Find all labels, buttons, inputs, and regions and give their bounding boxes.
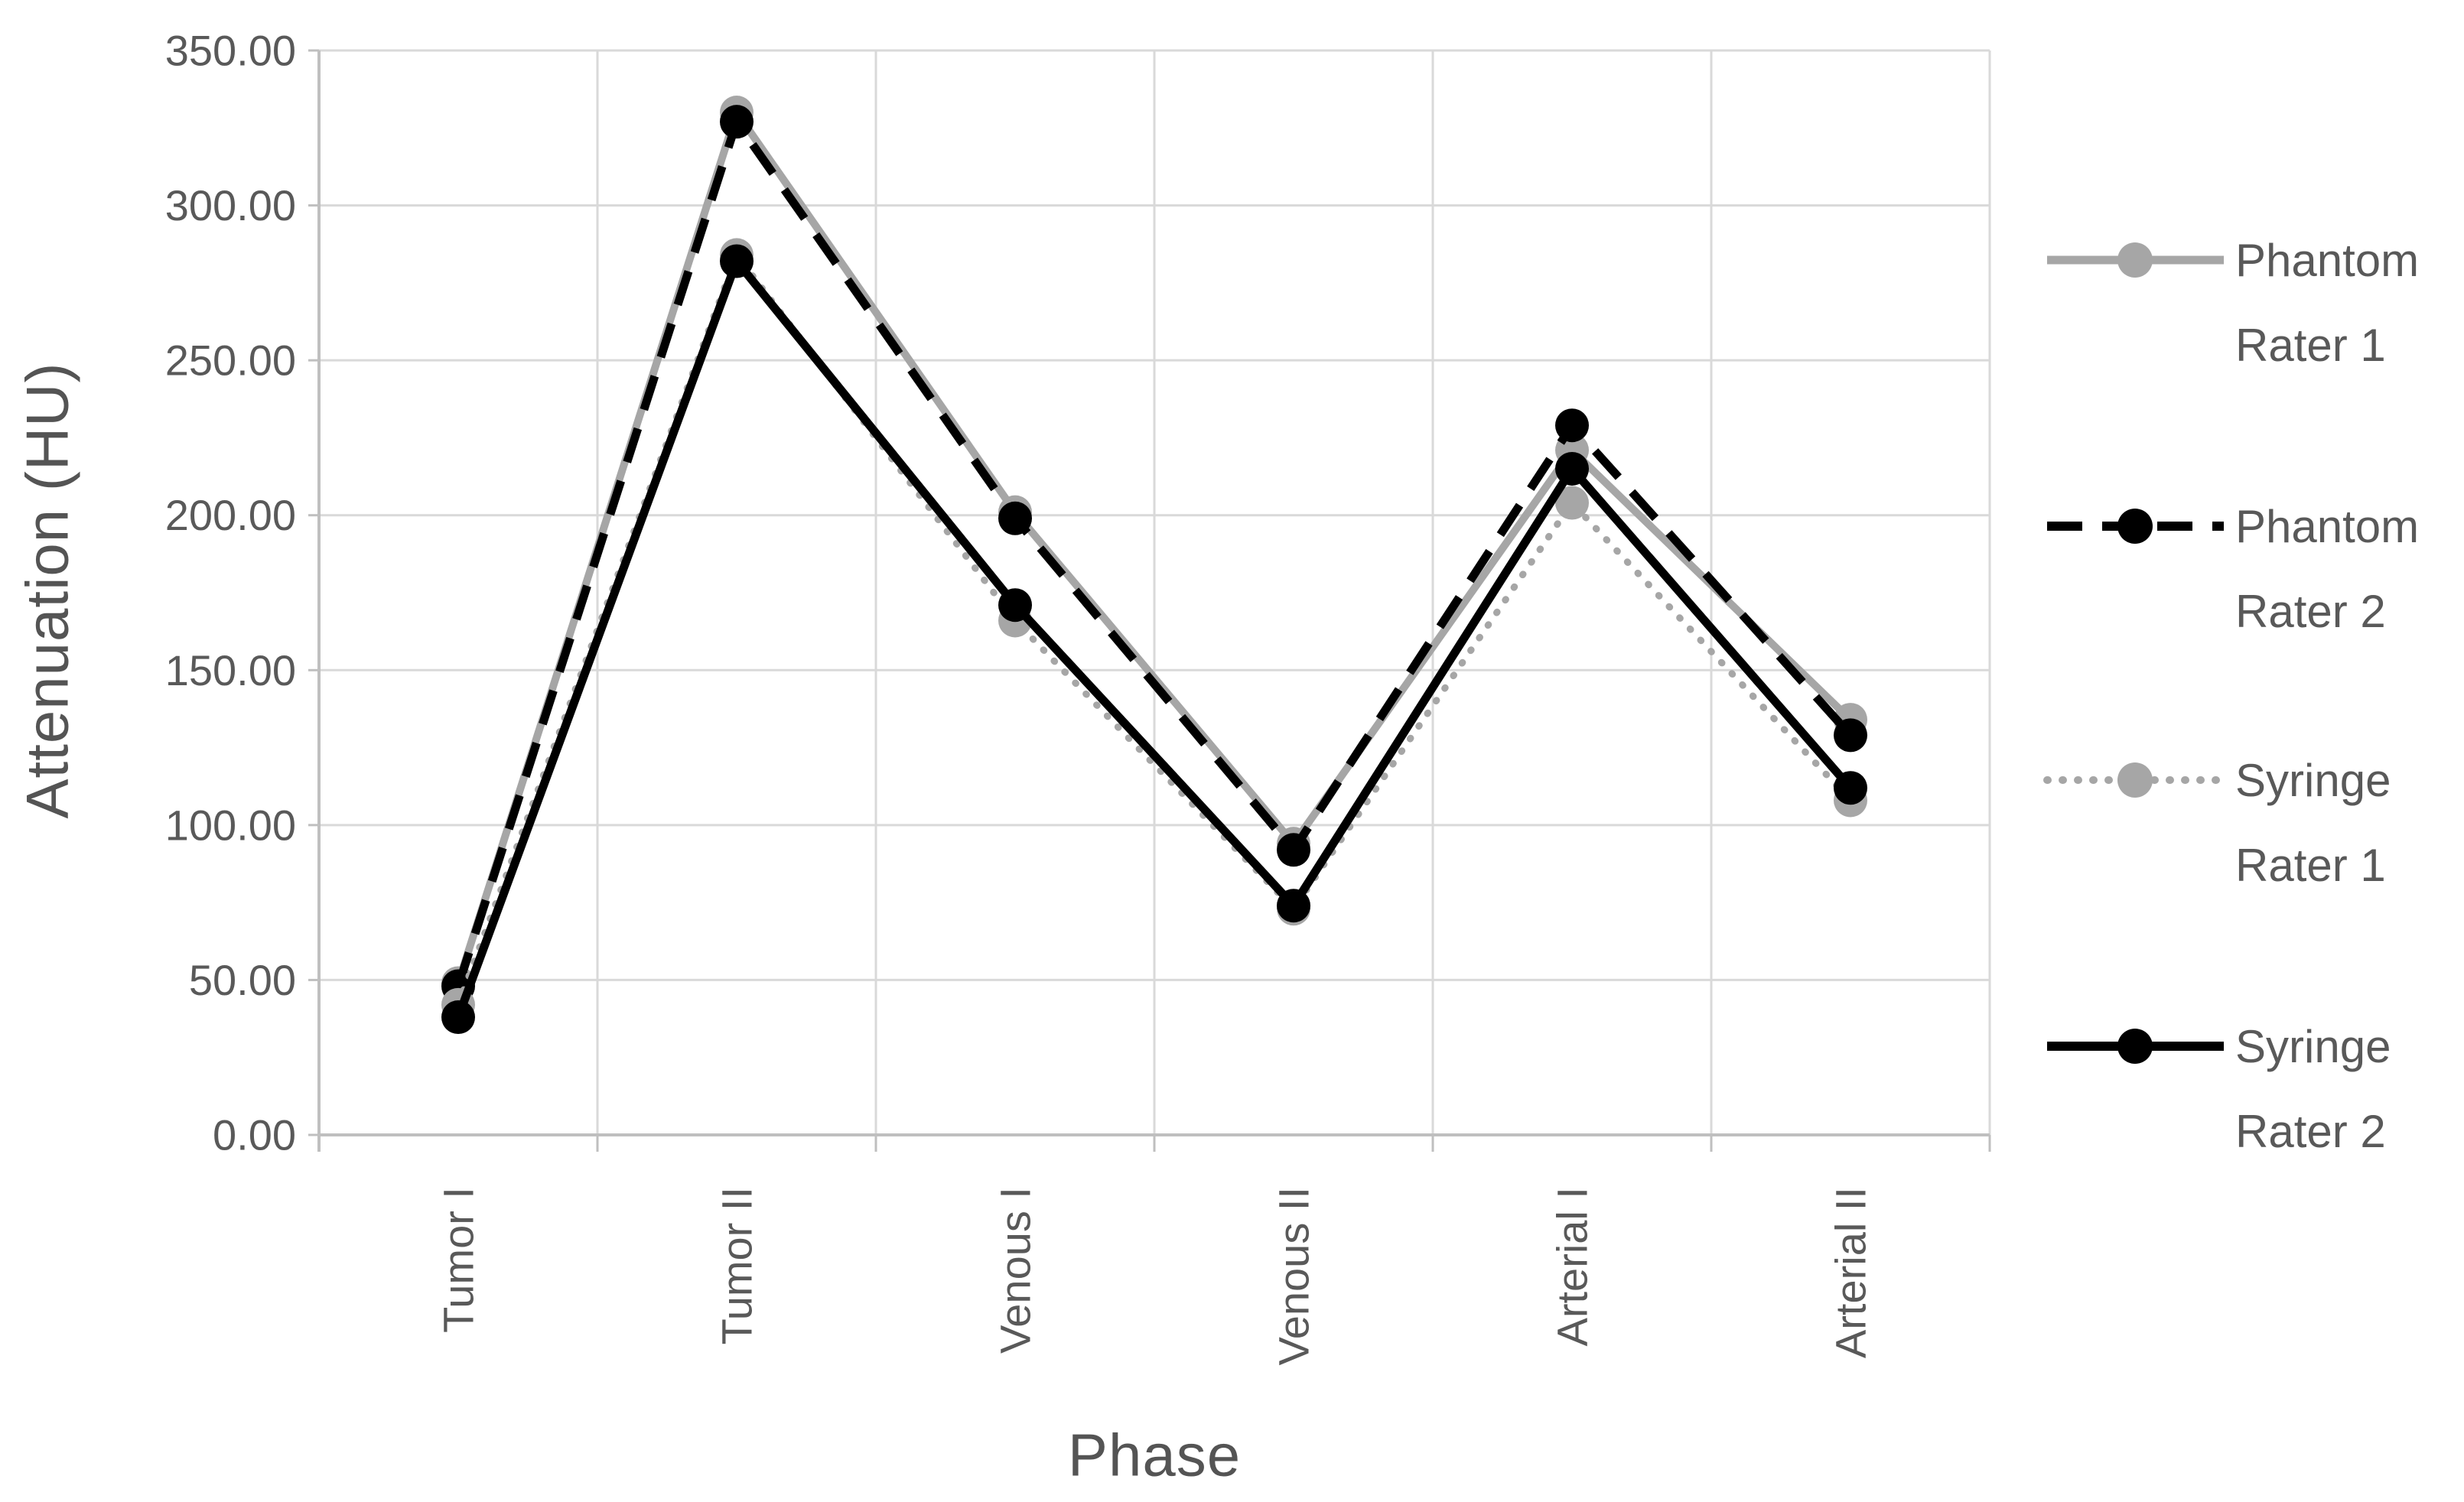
y-tick-label: 150.00: [165, 646, 296, 694]
gridlines: [319, 49, 1991, 1135]
x-axis-labels: Tumor I Tumor II Venous I Venous II Arterial…: [435, 1187, 1875, 1366]
data-point-syringe-rater-2-tumor-ii: [720, 244, 754, 278]
x-axis-title: Phase: [1067, 1421, 1242, 1489]
x-category-label: Tumor I: [435, 1187, 483, 1333]
y-tick-label: 200.00: [165, 491, 296, 539]
legend-label-line: Rater 1: [2235, 320, 2386, 371]
x-category-label: Arterial I: [1548, 1187, 1597, 1347]
y-tick-label: 0.00: [213, 1111, 296, 1159]
data-point-syringe-rater-2-tumor-i: [441, 1000, 475, 1035]
data-point-syringe-rater-2-arterial-i: [1555, 451, 1589, 486]
legend-entry-syringe-rater-1: Syringe Rater 1: [2043, 755, 2391, 891]
legend-marker-phantom-rater-1: [2117, 242, 2153, 278]
series-line-phantom-rater-2: [454, 112, 1854, 988]
x-category-label: Tumor II: [713, 1187, 761, 1344]
legend-label-line: Phantom: [2235, 235, 2419, 286]
y-tick-label: 100.00: [165, 801, 296, 849]
legend-entry-phantom-rater-2: Phantom Rater 2: [2047, 501, 2419, 637]
legend: Phantom Rater 1 Phantom Rater 2 Syringe Rater…: [2043, 235, 2419, 1157]
axes: [308, 49, 1991, 1152]
y-tick-label: 50.00: [189, 956, 296, 1004]
data-point-phantom-rater-2-arterial-i: [1555, 408, 1589, 443]
legend-entry-syringe-rater-2: Syringe Rater 2: [2047, 1021, 2391, 1157]
data-point-phantom-rater-2-tumor-ii: [720, 105, 754, 139]
x-category-label: Venous I: [991, 1187, 1040, 1354]
y-axis-labels: 350.00 300.00 250.00 200.00 150.00 100.00 50.0…: [165, 27, 296, 1159]
legend-label-line: Rater 2: [2235, 586, 2386, 637]
y-axis-title: Attenuation (HU): [13, 362, 81, 819]
data-point-syringe-rater-2-venous-i: [998, 588, 1032, 623]
legend-marker-syringe-rater-2: [2117, 1029, 2153, 1064]
data-point-phantom-rater-2-arterial-ii: [1834, 718, 1867, 753]
legend-entry-phantom-rater-1: Phantom Rater 1: [2047, 235, 2419, 371]
legend-marker-syringe-rater-1: [2117, 762, 2153, 798]
series-line-syringe-rater-1: [454, 248, 1854, 1009]
series-syringe-rater-2: [441, 244, 1867, 1035]
x-category-label: Arterial II: [1827, 1187, 1875, 1358]
y-tick-label: 350.00: [165, 27, 296, 75]
series-phantom-rater-2: [441, 105, 1867, 1003]
data-point-syringe-rater-2-arterial-ii: [1834, 771, 1867, 805]
data-point-syringe-rater-2-venous-ii: [1277, 889, 1310, 923]
y-tick-label: 300.00: [165, 181, 296, 229]
legend-label-line: Syringe: [2235, 755, 2391, 806]
legend-label-line: Rater 1: [2235, 840, 2386, 891]
x-category-label: Venous II: [1270, 1187, 1318, 1366]
legend-label-line: Phantom: [2235, 501, 2419, 552]
series-line-syringe-rater-2: [454, 252, 1854, 1019]
data-point-phantom-rater-2-venous-i: [998, 501, 1032, 535]
legend-marker-phantom-rater-2: [2117, 509, 2153, 544]
data-point-phantom-rater-2-venous-ii: [1277, 833, 1310, 867]
y-tick-label: 250.00: [165, 336, 296, 385]
legend-label-line: Syringe: [2235, 1021, 2391, 1072]
data-point-syringe-rater-1-arterial-i: [1555, 486, 1589, 520]
legend-label-line: Rater 2: [2235, 1106, 2386, 1157]
